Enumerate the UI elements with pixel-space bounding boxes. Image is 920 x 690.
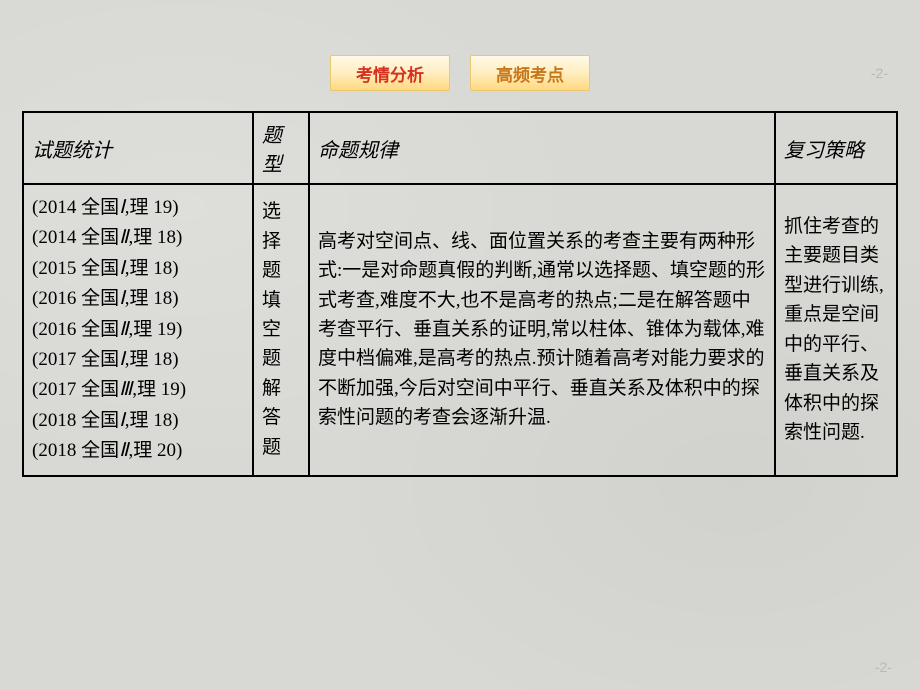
type-char: 题 — [262, 344, 300, 373]
cell-stats: (2014 全国Ⅰ,理 19)(2014 全国Ⅱ,理 18)(2015 全国Ⅰ,… — [23, 184, 253, 476]
cell-strategy: 抓住考查的主要题目类型进行训练,重点是空间中的平行、垂直关系及体积中的探索性问题… — [775, 184, 897, 476]
page-number-top: -2- — [871, 65, 888, 81]
type-char: 空 — [262, 315, 300, 344]
stats-line: (2015 全国Ⅰ,理 18) — [32, 254, 244, 284]
type-char: 题 — [262, 433, 300, 462]
header-rule: 命题规律 — [309, 112, 775, 184]
type-char: 解 — [262, 374, 300, 403]
stats-line: (2018 全国Ⅱ,理 20) — [32, 436, 244, 466]
stats-line: (2016 全国Ⅱ,理 19) — [32, 315, 244, 345]
stats-line: (2017 全国Ⅰ,理 18) — [32, 345, 244, 375]
page-number-bottom: -2- — [875, 659, 892, 675]
header-strategy: 复习策略 — [775, 112, 897, 184]
cell-rule: 高考对空间点、线、面位置关系的考查主要有两种形式:一是对命题真假的判断,通常以选… — [309, 184, 775, 476]
stats-line: (2014 全国Ⅰ,理 19) — [32, 193, 244, 223]
stats-list: (2014 全国Ⅰ,理 19)(2014 全国Ⅱ,理 18)(2015 全国Ⅰ,… — [32, 193, 244, 467]
tab-analysis[interactable]: 考情分析 — [330, 55, 450, 91]
tab-highfreq[interactable]: 高频考点 — [470, 55, 590, 91]
tab-bar: 考情分析 高频考点 — [0, 0, 920, 111]
exam-table: 试题统计 题型 命题规律 复习策略 (2014 全国Ⅰ,理 19)(2014 全… — [22, 111, 898, 477]
stats-line: (2014 全国Ⅱ,理 18) — [32, 223, 244, 253]
table-header-row: 试题统计 题型 命题规律 复习策略 — [23, 112, 897, 184]
type-char: 题 — [262, 256, 300, 285]
type-char: 择 — [262, 227, 300, 256]
header-type: 题型 — [253, 112, 309, 184]
type-char: 选 — [262, 197, 300, 226]
stats-line: (2018 全国Ⅰ,理 18) — [32, 406, 244, 436]
type-char: 填 — [262, 286, 300, 315]
header-stats: 试题统计 — [23, 112, 253, 184]
cell-type: 选择题填空题解答题 — [253, 184, 309, 476]
main-table-wrap: 试题统计 题型 命题规律 复习策略 (2014 全国Ⅰ,理 19)(2014 全… — [22, 111, 898, 477]
table-row: (2014 全国Ⅰ,理 19)(2014 全国Ⅱ,理 18)(2015 全国Ⅰ,… — [23, 184, 897, 476]
type-char: 答 — [262, 403, 300, 432]
stats-line: (2017 全国Ⅲ,理 19) — [32, 375, 244, 405]
stats-line: (2016 全国Ⅰ,理 18) — [32, 284, 244, 314]
